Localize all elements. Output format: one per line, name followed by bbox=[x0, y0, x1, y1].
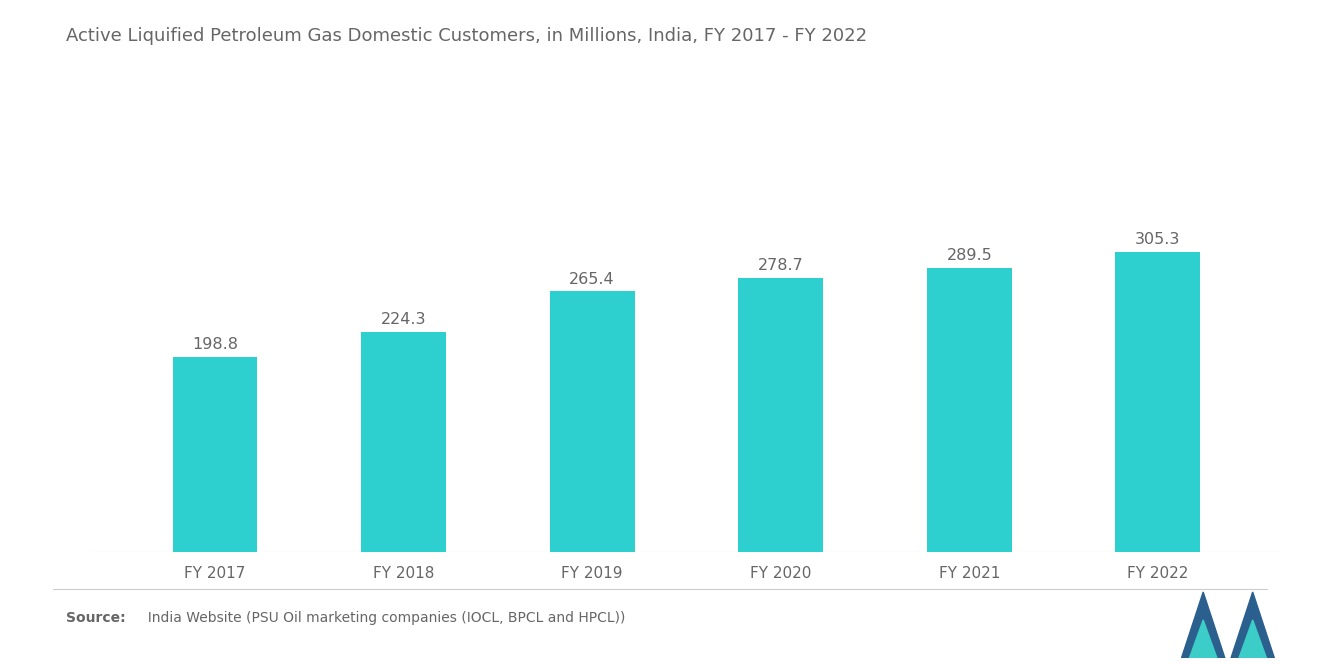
Text: 278.7: 278.7 bbox=[758, 259, 804, 273]
Bar bbox=[738, 279, 824, 552]
Bar bbox=[362, 332, 446, 552]
Text: Source:: Source: bbox=[66, 611, 125, 626]
Bar bbox=[1115, 252, 1200, 552]
Polygon shape bbox=[1232, 592, 1274, 658]
Text: Active Liquified Petroleum Gas Domestic Customers, in Millions, India, FY 2017 -: Active Liquified Petroleum Gas Domestic … bbox=[66, 27, 867, 45]
Polygon shape bbox=[1189, 620, 1217, 658]
Text: 289.5: 289.5 bbox=[946, 248, 993, 263]
Bar bbox=[927, 268, 1011, 552]
Polygon shape bbox=[1238, 620, 1267, 658]
Text: 305.3: 305.3 bbox=[1135, 232, 1180, 247]
Bar bbox=[549, 291, 635, 552]
Bar bbox=[173, 357, 257, 552]
Text: 224.3: 224.3 bbox=[380, 312, 426, 327]
Text: India Website (PSU Oil marketing companies (IOCL, BPCL and HPCL)): India Website (PSU Oil marketing compani… bbox=[139, 611, 624, 626]
Text: 198.8: 198.8 bbox=[191, 337, 238, 352]
Text: 265.4: 265.4 bbox=[569, 271, 615, 287]
Polygon shape bbox=[1181, 592, 1225, 658]
